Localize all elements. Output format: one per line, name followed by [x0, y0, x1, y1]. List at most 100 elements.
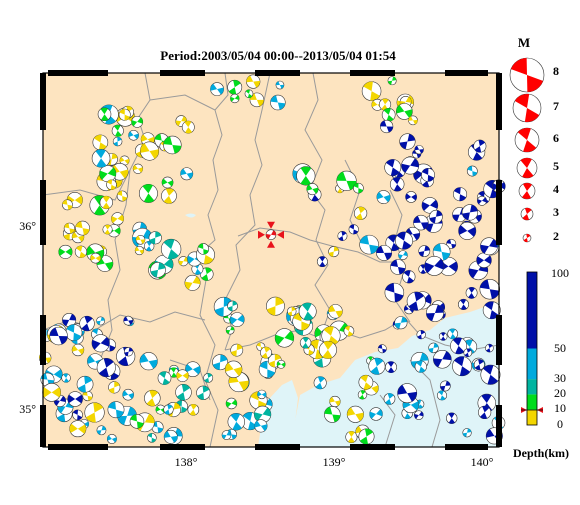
- earthquake-mechanism: [138, 183, 158, 203]
- earthquake-mechanism: [90, 252, 101, 264]
- x-tick-label: 140°: [471, 455, 494, 469]
- earthquake-mechanism: [123, 347, 134, 357]
- earthquake-mechanism: [447, 328, 459, 340]
- earthquake-mechanism: [185, 361, 201, 377]
- depth-scale-title: Depth(km): [513, 446, 569, 460]
- earthquake-mechanism: [49, 326, 68, 346]
- earthquake-mechanism: [395, 231, 413, 250]
- earthquake-mechanism: [402, 270, 416, 284]
- figure-title: Period:2003/05/04 00:00--2013/05/04 01:5…: [160, 48, 396, 63]
- earthquake-mechanism: [473, 139, 487, 153]
- earthquake-mechanism: [230, 343, 244, 357]
- earthquake-mechanism: [244, 89, 254, 99]
- earthquake-mechanism: [399, 133, 416, 150]
- earthquake-mechanism: [328, 304, 343, 319]
- earthquake-mechanism: [160, 238, 182, 260]
- earthquake-mechanism: [184, 274, 201, 291]
- earthquake-mechanism: [465, 286, 478, 299]
- earthquake-mechanism: [416, 329, 426, 340]
- earthquake-mechanism: [72, 409, 83, 421]
- earthquake-mechanism: [163, 429, 178, 444]
- earthquake-mechanism: [227, 79, 243, 95]
- earthquake-mechanism: [96, 316, 106, 326]
- earthquake-mechanism: [384, 159, 402, 176]
- earthquake-mechanism: [348, 224, 359, 235]
- earthquake-mechanism: [175, 384, 192, 401]
- earthquake-mechanism: [337, 231, 348, 241]
- earthquake-mechanism: [369, 407, 383, 421]
- earthquake-mechanism: [143, 240, 155, 252]
- earthquake-mechanism: [212, 354, 229, 371]
- y-tick-label: 36°: [19, 219, 36, 233]
- earthquake-mechanism: [122, 388, 134, 401]
- earthquake-mechanism: [84, 402, 105, 423]
- magnitude-label: 5: [553, 159, 559, 173]
- x-tick-label: 139°: [323, 455, 346, 469]
- earthquake-mechanism: [135, 234, 146, 245]
- earthquake-mechanism: [482, 301, 501, 320]
- earthquake-mechanism: [473, 359, 485, 371]
- earthquake-mechanism: [58, 244, 73, 259]
- magnitude-label: 6: [553, 131, 559, 145]
- earthquake-mechanism: [65, 324, 83, 341]
- earthquake-mechanism: [227, 413, 246, 431]
- earthquake-mechanism: [328, 246, 340, 258]
- depth-band: [527, 379, 537, 395]
- earthquake-mechanism: [357, 390, 368, 400]
- earthquake-mechanism: [40, 372, 55, 387]
- earthquake-mechanism: [71, 343, 85, 357]
- earthquake-mechanism: [296, 166, 316, 186]
- earthquake-mechanism: [395, 103, 413, 120]
- earthquake-mechanism: [147, 432, 157, 443]
- earthquake-mechanism: [150, 261, 166, 278]
- earthquake-mechanism: [438, 332, 448, 341]
- depth-band: [527, 272, 537, 349]
- magnitude-label: 8: [553, 64, 559, 78]
- earthquake-mechanism: [108, 381, 121, 394]
- x-axis: 138° 139° 140°: [175, 455, 494, 469]
- mainshock-depth-marker-icon: [521, 407, 543, 413]
- earthquake-mechanism: [116, 190, 128, 202]
- earthquake-mechanism: [380, 119, 394, 134]
- earthquake-mechanism: [316, 256, 328, 268]
- earthquake-mechanism: [62, 312, 77, 328]
- earthquake-mechanism: [176, 369, 189, 382]
- earthquake-mechanism: [139, 352, 158, 371]
- earthquake-mechanism: [203, 372, 214, 383]
- earthquake-mechanism: [148, 231, 162, 245]
- earthquake-mechanism: [187, 403, 200, 416]
- earthquake-mechanism: [97, 107, 112, 122]
- earthquake-mechanism: [161, 176, 174, 189]
- earthquake-mechanism: [157, 371, 172, 385]
- earthquake-mechanism: [324, 406, 341, 423]
- earthquake-mechanism: [306, 183, 319, 196]
- earthquake-mechanism: [129, 414, 145, 429]
- earthquake-mechanism: [96, 425, 107, 436]
- earthquake-mechanism: [91, 149, 111, 168]
- earthquake-mechanism: [446, 412, 458, 424]
- earthquake-mechanism: [276, 359, 286, 369]
- earthquake-mechanism: [131, 115, 144, 128]
- earthquake-mechanism: [111, 212, 124, 226]
- earthquake-mechanism: [196, 385, 211, 400]
- magnitude-label: 4: [553, 182, 559, 196]
- earthquake-mechanism: [287, 306, 297, 317]
- sea-area-suruga: [258, 380, 298, 447]
- earthquake-mechanism: [76, 375, 94, 393]
- earthquake-mechanism: [118, 108, 131, 121]
- earthquake-mechanism: [246, 74, 261, 89]
- earthquake-mechanism: [424, 255, 445, 276]
- earthquake-mechanism: [161, 188, 177, 204]
- earthquake-mechanism: [180, 167, 194, 181]
- earthquake-mechanism: [79, 315, 95, 332]
- earthquake-mechanism: [429, 209, 443, 224]
- earthquake-mechanism: [106, 433, 117, 444]
- magnitude-legend-symbol-5: [516, 157, 538, 179]
- earthquake-mechanism: [398, 250, 408, 261]
- earthquake-mechanism: [318, 340, 337, 359]
- earthquake-mechanism: [381, 107, 396, 122]
- x-tick-label: 138°: [175, 455, 198, 469]
- earthquake-mechanism: [478, 405, 492, 420]
- earthquake-mechanism: [197, 243, 210, 255]
- lake: [185, 213, 196, 218]
